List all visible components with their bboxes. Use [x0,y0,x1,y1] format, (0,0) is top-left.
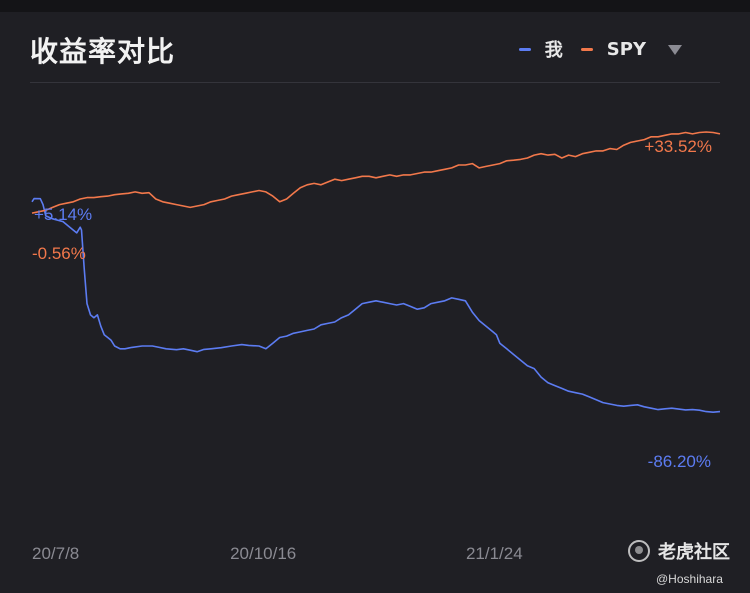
triangle-down-icon[interactable] [668,45,682,55]
watermark: 老虎社区 @Hoshihara [628,538,738,586]
series-end-label: -86.20% [648,452,711,471]
benchmark-select-label[interactable]: SPY [606,38,646,60]
legend-label-self: 我 [544,40,563,61]
x-tick-label: 20/10/16 [230,544,296,563]
legend-swatch-benchmark [580,47,593,51]
series-line-benchmark [31,131,721,214]
watermark-username: @Hoshihara [656,572,723,586]
series-start-label: -0.56% [32,244,86,263]
watermark-site-name: 老虎社区 [658,542,730,563]
watermark-logo: 老虎社区 [628,538,738,564]
legend: 我 SPY [501,36,682,62]
tiger-logo-icon [628,540,650,562]
x-tick-label: 20/7/8 [32,544,79,563]
chart-header: 收益率对比 我 SPY [30,12,720,83]
legend-item-self: 我 [518,36,563,62]
top-bar [0,0,750,12]
series-line-self [31,197,721,413]
chart-title: 收益率对比 [30,35,176,68]
legend-swatch-self [518,47,531,51]
series-start-label: +5.14% [34,205,92,224]
legend-item-benchmark[interactable]: SPY [580,38,682,60]
series-end-label: +33.52% [644,137,712,156]
x-tick-label: 21/1/24 [466,544,523,563]
